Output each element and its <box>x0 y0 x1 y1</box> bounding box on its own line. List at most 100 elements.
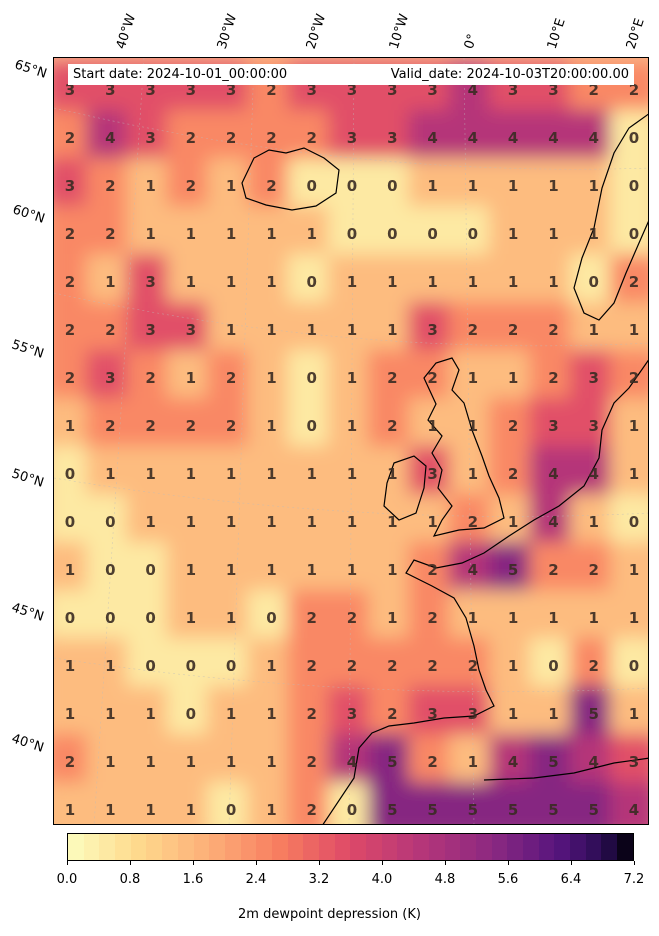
colorbar-segment <box>256 834 272 860</box>
grid-value: 0 <box>226 801 236 819</box>
lat-label-50: 50°N <box>9 466 46 491</box>
field-cell <box>327 110 377 166</box>
grid-value: 1 <box>347 465 357 483</box>
field-cell <box>529 254 578 310</box>
grid-value: 3 <box>186 321 196 339</box>
field-cell <box>529 158 578 214</box>
grid-value: 1 <box>266 465 276 483</box>
field-cell <box>529 686 578 742</box>
field-cell <box>247 398 296 454</box>
field-cell <box>448 446 497 502</box>
field-cell <box>86 590 135 646</box>
grid-value: 1 <box>266 561 276 579</box>
grid-value: 4 <box>508 129 518 147</box>
grid-value: 2 <box>266 177 276 195</box>
field-cell <box>207 446 256 502</box>
grid-value: 5 <box>588 801 598 819</box>
field-cell <box>327 254 377 310</box>
field-cell <box>569 350 618 406</box>
grid-value: 2 <box>186 129 196 147</box>
colorbar-segment <box>413 834 429 860</box>
grid-value: 3 <box>306 81 316 99</box>
grid-value: 0 <box>65 609 75 627</box>
colorbar-segment <box>271 834 288 860</box>
field-cell <box>368 494 417 550</box>
grid-value: 1 <box>387 609 397 627</box>
field-cell <box>86 494 135 550</box>
field-cell <box>368 398 417 454</box>
colorbar-segment <box>350 834 367 860</box>
lon-label-10w: 10°W <box>386 12 413 51</box>
grid-value: 4 <box>548 129 558 147</box>
colorbar-segment <box>240 834 257 860</box>
grid-value: 1 <box>468 753 478 771</box>
field-cell <box>448 254 497 310</box>
grid-value: 1 <box>226 513 236 531</box>
field-cell <box>86 542 135 598</box>
field-cell <box>368 110 417 166</box>
grid-value: 1 <box>629 321 639 339</box>
grid-value: 3 <box>347 129 357 147</box>
field-cell <box>489 398 538 454</box>
grid-value: 1 <box>508 609 518 627</box>
field-cell <box>207 206 256 262</box>
field-cell <box>166 158 215 214</box>
field-cell <box>287 638 336 694</box>
grid-value: 0 <box>65 465 75 483</box>
field-cell <box>569 158 618 214</box>
grid-value: 2 <box>548 321 558 339</box>
field-cell <box>448 110 497 166</box>
field-cell <box>327 686 377 742</box>
field-cell <box>368 302 417 358</box>
field-cell <box>247 494 296 550</box>
grid-value: 1 <box>266 801 276 819</box>
field-cell <box>287 254 336 310</box>
grid-value: 1 <box>226 753 236 771</box>
grid-value: 2 <box>629 81 639 99</box>
colorbar-tickmark <box>319 861 320 865</box>
grid-value: 1 <box>629 705 639 723</box>
field-cell <box>368 782 417 824</box>
field-cell <box>489 206 538 262</box>
colorbar-segment <box>115 834 131 860</box>
grid-value: 5 <box>508 561 518 579</box>
field-cell <box>287 302 336 358</box>
field-cell <box>126 398 175 454</box>
field-cell <box>287 542 336 598</box>
field-cell <box>569 398 618 454</box>
field-cell <box>207 542 256 598</box>
grid-value: 3 <box>427 705 437 723</box>
field-cell <box>569 302 618 358</box>
field-cell <box>408 686 457 742</box>
field-cell <box>489 254 538 310</box>
field-cell <box>247 638 296 694</box>
grid-value: 1 <box>387 273 397 291</box>
grid-value: 0 <box>387 225 397 243</box>
grid-value: 1 <box>427 177 437 195</box>
field-cell <box>368 350 417 406</box>
colorbar-tick-label: 4.0 <box>371 872 393 887</box>
grid-value: 1 <box>266 705 276 723</box>
grid-value: 3 <box>508 81 518 99</box>
colorbar-tickmark <box>256 861 257 865</box>
field-cell <box>86 206 135 262</box>
grid-value: 0 <box>347 177 357 195</box>
grid-value: 2 <box>145 369 155 387</box>
grid-value: 1 <box>105 465 115 483</box>
field-cell <box>166 350 215 406</box>
grid-value: 2 <box>588 561 598 579</box>
colorbar-segment <box>287 834 304 860</box>
field-cell <box>247 302 296 358</box>
colorbar-segment <box>444 834 461 860</box>
field-cell <box>166 734 215 790</box>
lat-label-65: 65°N <box>12 57 49 82</box>
valid-date-text: Valid_date: 2024-10-03T20:00:00.00 <box>390 67 629 82</box>
grid-value: 2 <box>266 129 276 147</box>
grid-value: 1 <box>508 369 518 387</box>
grid-value: 1 <box>145 513 155 531</box>
grid-value: 4 <box>427 129 437 147</box>
lon-label-30w: 30°W <box>214 12 241 51</box>
lat-label-45: 45°N <box>9 600 46 625</box>
field-cell <box>408 542 457 598</box>
grid-value: 1 <box>468 369 478 387</box>
